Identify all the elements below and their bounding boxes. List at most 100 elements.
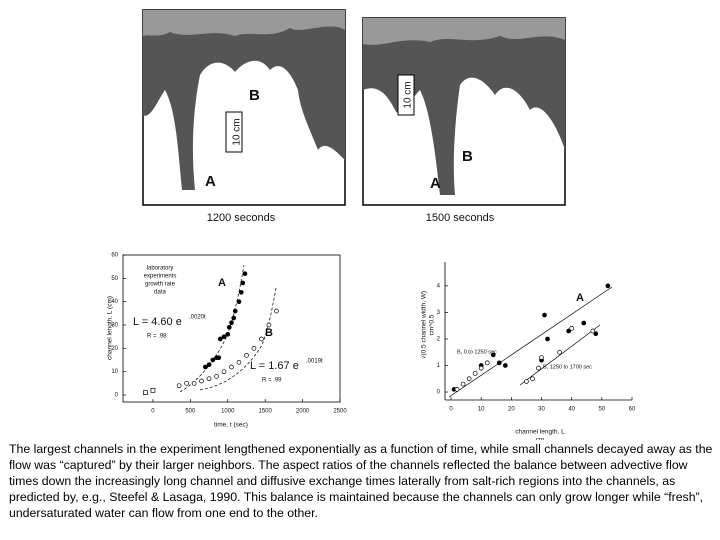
y-tick-label: 0	[115, 393, 119, 399]
point	[176, 383, 182, 389]
point	[274, 308, 279, 314]
photo-caption: 1500 seconds	[426, 212, 495, 224]
point	[221, 334, 227, 340]
y-tick-label: 10	[111, 369, 118, 375]
annotation: growth rate	[145, 282, 176, 288]
y-tick-label: 30	[111, 323, 118, 329]
point	[236, 359, 242, 365]
x-tick-label: 0	[449, 407, 453, 413]
photo-label: B	[462, 148, 473, 165]
point	[202, 364, 208, 370]
plot-frame	[122, 254, 341, 403]
x-tick-label: 10	[478, 407, 485, 413]
point	[496, 360, 502, 366]
point	[236, 299, 242, 305]
point	[210, 357, 216, 363]
annotation: L = 4.60 e	[133, 316, 182, 328]
point	[229, 364, 234, 370]
x-tick-label: 60	[629, 407, 636, 413]
y-tick-label: 3	[437, 310, 441, 316]
y-axis-label: √(0.5 channel width, W)	[420, 291, 428, 359]
point	[231, 315, 237, 321]
x-tick-label: 1000	[221, 409, 235, 415]
point	[605, 283, 611, 289]
photo-label: 10 cm	[232, 118, 243, 145]
y-tick-label: 20	[111, 346, 118, 352]
annotation: R = .98	[147, 334, 167, 340]
point	[206, 376, 212, 382]
photo-label: A	[430, 175, 441, 192]
point	[206, 362, 212, 368]
x-axis-unit: cm	[536, 437, 545, 440]
x-tick-label: 2000	[296, 409, 310, 415]
y-axis-label: channel length, L (cm)	[107, 296, 114, 360]
point	[539, 355, 544, 360]
point	[472, 371, 478, 376]
x-axis-label: time, t (sec)	[214, 422, 248, 429]
point	[569, 325, 575, 331]
point	[240, 280, 246, 286]
x-axis-label: channel length, L	[515, 429, 565, 436]
point	[266, 322, 272, 328]
x-tick-label: 40	[568, 407, 575, 413]
annotation: A	[218, 277, 226, 289]
y-axis-unit: cm^0.5	[429, 314, 436, 335]
fit-curve	[199, 287, 277, 391]
point	[184, 380, 189, 386]
point	[593, 331, 599, 337]
point	[191, 380, 197, 386]
caption: The largest channels in the experiment l…	[9, 442, 713, 520]
point	[143, 390, 148, 396]
point	[199, 378, 204, 384]
point	[214, 373, 219, 379]
point	[226, 324, 232, 330]
trend-line	[519, 324, 601, 386]
point	[530, 376, 535, 382]
point	[225, 331, 231, 337]
point	[490, 352, 496, 358]
point	[545, 336, 550, 342]
point	[590, 328, 596, 334]
point	[466, 376, 472, 382]
trend-line	[448, 286, 613, 398]
y-tick-label: 4	[437, 283, 441, 289]
point	[524, 379, 529, 384]
annotation: data	[154, 290, 166, 296]
point	[216, 355, 222, 361]
point	[478, 365, 484, 371]
point	[150, 387, 156, 393]
figures: B 10 cm A 1200 seconds 10 cm B A 1500 se…	[107, 9, 636, 440]
photo-2	[362, 17, 566, 206]
annotation: B, 0 to 1250 sec	[457, 349, 497, 355]
photo-label: B	[249, 87, 260, 104]
point	[232, 308, 238, 314]
annotation: .0019t	[306, 359, 323, 365]
point	[251, 345, 257, 351]
point	[536, 365, 541, 371]
annotation: B, 1250 to 1700 sec	[543, 364, 592, 370]
annotation: L = 1.67 e	[250, 360, 299, 372]
x-tick-label: 20	[508, 407, 515, 413]
y-tick-label: 0	[437, 390, 441, 396]
annotation: experiments	[144, 274, 177, 280]
y-tick-label: 60	[111, 253, 118, 259]
point	[238, 289, 244, 295]
y-tick-label: 2	[437, 337, 441, 343]
y-tick-label: 1	[437, 363, 441, 369]
point	[566, 328, 572, 334]
point	[557, 349, 562, 355]
point	[581, 320, 587, 326]
point	[460, 381, 466, 387]
annotation: A	[576, 292, 584, 304]
point	[221, 369, 227, 375]
point	[484, 360, 490, 366]
point	[502, 363, 508, 368]
point	[259, 336, 264, 342]
photo-caption: 1200 seconds	[207, 212, 276, 224]
y-tick-label: 40	[111, 299, 118, 305]
y-tick-label: 50	[111, 276, 118, 282]
annotation: laboratory	[147, 266, 174, 272]
fit-curve	[179, 264, 245, 393]
annotation: B	[265, 327, 273, 339]
